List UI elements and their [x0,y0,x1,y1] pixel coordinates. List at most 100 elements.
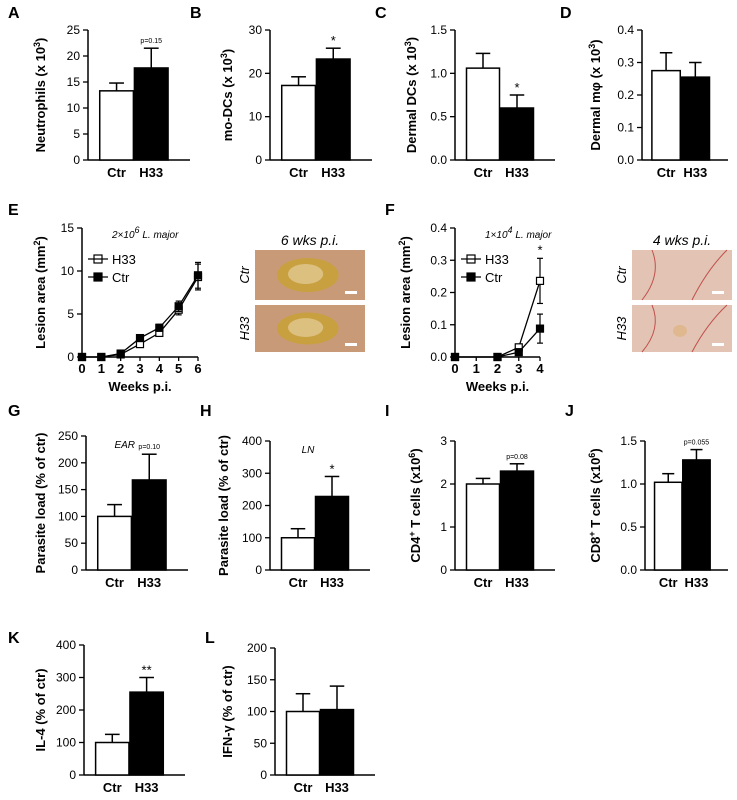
photo-panel-f: 4 wks p.i. Ctr H33 [614,232,732,353]
y-tick-label: 150 [247,673,267,687]
x-tick-label: 3 [136,361,143,376]
x-tick-label: 0 [78,361,85,376]
panel-letter: E [8,202,19,219]
y-tick-label: 25 [67,23,81,37]
category-label: Ctr [289,165,308,180]
y-tick-label: 0 [67,350,74,364]
y-tick-label: 10 [67,101,81,115]
bar-h33 [680,76,711,161]
y-tick-label: 15 [67,75,81,89]
data-point [535,324,545,333]
scale-bar [345,343,357,346]
y-tick-label: 30 [249,23,263,37]
inoculum-label: 1×104​ L. major [485,225,552,241]
series-line [455,280,541,358]
data-point [493,352,502,362]
data-point [174,302,183,311]
y-tick-label: 300 [242,466,262,480]
panel-k: K 0 100 200 300 400 Ctr H33 ** IL-4 (% of ctr) [8,630,185,795]
photo-row-label: H33 [237,316,252,341]
lesion-photo-ctr [255,250,365,300]
x-axis-label: Weeks p.i. [466,379,529,394]
y-tick-label: 0.5 [430,110,447,124]
y-axis-label: Neutrophils (x 103​) [32,38,48,153]
category-label: Ctr [103,780,122,795]
y-tick-label: 0 [69,768,76,782]
data-point [97,352,106,362]
significance-annotation: ** [142,663,152,678]
data-point [514,348,523,357]
y-tick-label: 1.0 [430,66,447,80]
y-tick-label: 0.3 [430,253,447,267]
bar-ctr [285,710,321,776]
series-ctr [450,313,545,362]
y-tick-label: 10 [61,264,75,278]
y-tick-label: 0.3 [617,56,634,70]
scale-bar [712,343,724,346]
category-label: H33 [137,575,161,590]
series-line [455,328,541,358]
bar-ctr [465,483,501,571]
lesion-core [288,264,324,284]
panel-letter: B [190,5,202,22]
y-axis-label: CD4+​ T cells (x106​) [407,448,423,562]
significance-annotation: p=0.08 [506,454,528,461]
panel-letter: K [8,630,20,647]
panel-j: J 0.0 0.5 1.0 1.5 Ctr H33 p=0.055 CD8+​ T cells … [565,403,728,590]
panel-c: C 0.0 0.5 1.0 1.5 Ctr H33 * Dermal DCs (x 103​) [375,5,555,180]
significance-annotation: * [329,461,334,476]
bar-ctr [653,481,683,571]
photo-title: 6 wks p.i. [281,232,339,248]
x-tick-label: 1 [98,361,105,376]
y-axis-label: Parasite load (% of ctr) [216,435,231,576]
panel-b: B 0 10 20 30 Ctr H33 * mo-DCs (x 103​) [190,5,372,180]
y-tick-label: 100 [58,509,78,523]
bar-ctr [98,90,135,161]
tissue-label: LN [302,445,316,456]
x-axis-label: Weeks p.i. [108,379,171,394]
panel-letter: J [565,403,574,420]
significance-annotation: * [514,80,519,95]
panel-letter: D [560,5,572,22]
category-label: H33 [139,165,163,180]
x-tick-label: 4 [536,361,544,376]
y-tick-label: 20 [67,49,81,63]
y-tick-label: 0.0 [430,350,447,364]
bar-h33 [682,459,711,571]
legend-label: Ctr [485,270,503,285]
x-tick-label: 5 [175,361,182,376]
y-tick-label: 10 [249,110,263,124]
legend-label: Ctr [112,270,130,285]
y-tick-label: 250 [58,429,78,443]
lesion-area [673,324,687,337]
y-tick-label: 50 [65,536,79,550]
x-tick-label: 1 [473,361,480,376]
y-tick-label: 0.1 [430,318,447,332]
bar-ctr [280,84,317,161]
y-tick-label: 50 [254,736,268,750]
blood-vessel [641,249,656,301]
y-tick-label: 3 [440,434,447,448]
tissue-label: EAR [114,440,135,451]
data-point [155,323,164,332]
y-tick-label: 100 [247,705,267,719]
scale-bar [345,291,357,294]
photo-panel-e: 6 wks p.i. Ctr H33 [237,232,365,352]
y-axis-label: mo-DCs (x 103​) [219,49,235,141]
lesion-core [288,318,324,337]
y-tick-label: 0 [255,153,262,167]
y-tick-label: 0 [71,563,78,577]
x-tick-label: 0 [451,361,458,376]
y-tick-label: 200 [56,703,76,717]
y-tick-label: 0.2 [617,88,634,102]
bar-h33 [319,708,355,776]
lesion-photo-h33 [255,305,365,352]
panel-h: H 0 100 200 300 400 Ctr H33 * LN Parasite load (% … [200,403,370,590]
y-tick-label: 200 [58,456,78,470]
bar-h33 [315,58,351,161]
series-ctr [77,261,203,362]
y-axis-label: Lesion area (mm2​) [397,236,413,349]
legend-label: H33 [485,252,509,267]
y-tick-label: 300 [56,671,76,685]
significance-annotation: p=0.055 [684,440,710,447]
